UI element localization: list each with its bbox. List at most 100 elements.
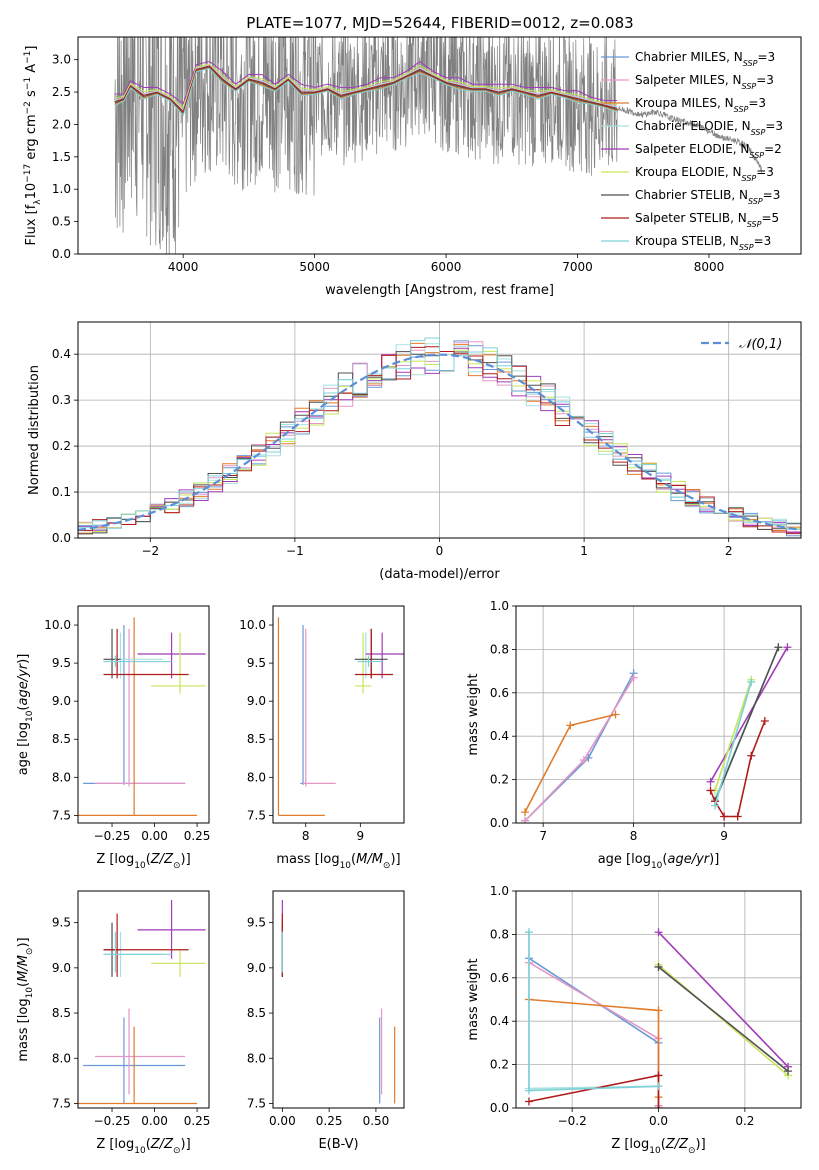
legend-entry: 𝒩(0,1) xyxy=(739,337,782,352)
label-part: 10 xyxy=(649,1146,661,1156)
y-tick-label: 9.5 xyxy=(52,916,71,930)
label-part: M/M xyxy=(356,852,383,867)
weight-line xyxy=(709,646,789,783)
y-tick-label: 0.0 xyxy=(52,531,71,545)
x-tick-label: −0.2 xyxy=(558,1114,587,1128)
label-part: ( xyxy=(16,982,31,987)
y-tick-label: 0.2 xyxy=(52,439,71,453)
legend-text: Kroupa STELIB, N xyxy=(635,234,739,248)
panel-residuals: −2 −1 0 1 2 0.0 0.1 0.2 0.3 0.4 𝒩(0,1) (data-model)… xyxy=(27,321,802,582)
label-part: −2 xyxy=(23,101,33,114)
legend-sub: SSP xyxy=(743,59,758,68)
x-axis-label: mass [log10(M/M⊙)] xyxy=(276,852,400,871)
plot-area xyxy=(516,606,801,823)
y-axis-label: Normed distribution xyxy=(27,365,42,495)
x-axis-label: age [log10(age/yr)] xyxy=(598,852,720,871)
label-part: ⊙ xyxy=(25,948,35,956)
weight-line xyxy=(714,646,780,802)
label-part: ⊙ xyxy=(383,861,391,871)
axes-frame xyxy=(272,890,405,1109)
label-part: ( xyxy=(16,706,31,711)
panel-z-weight: −0.2 0.0 0.2 0.0 0.2 0.4 0.6 0.8 1.0 Z [log10(Z/Z… xyxy=(466,884,802,1156)
panel-ebv-mass: 0.00 0.25 0.50 7.5 8.0 8.5 9.0 9.5 E(B-V) xyxy=(247,890,405,1152)
weight-marker xyxy=(524,928,533,937)
label-part: age [log xyxy=(16,722,31,775)
axes-frame xyxy=(77,321,802,539)
legend-text: Kroupa ELODIE, N xyxy=(635,165,742,179)
x-tick-label: −2 xyxy=(141,544,159,558)
label-part: 10 xyxy=(340,861,352,871)
y-tick-label: 0.4 xyxy=(490,729,509,743)
plot-area xyxy=(78,617,206,816)
y-tick-label: 0.8 xyxy=(490,642,509,656)
weight-marker xyxy=(524,1097,533,1106)
y-tick-label: 1.0 xyxy=(52,182,71,196)
label-part: Z [log xyxy=(96,852,134,867)
x-axis-label: E(B-V) xyxy=(318,1137,358,1152)
legend-entry: Kroupa MILES, NSSP=3 xyxy=(635,96,766,114)
legend-text: Salpeter STELIB, N xyxy=(635,211,747,225)
x-axis-label: Z [log10(Z/Z⊙)] xyxy=(611,1137,705,1156)
weight-line xyxy=(709,720,766,818)
weight-marker xyxy=(747,677,756,686)
weight-marker xyxy=(760,717,769,726)
label-part: )] xyxy=(181,852,191,867)
y-tick-label: 8.5 xyxy=(247,732,266,746)
label-part: Normed distribution xyxy=(27,365,42,495)
legend-sub: SSP xyxy=(742,174,757,183)
legend-tail: =3 xyxy=(763,188,781,202)
weight-marker xyxy=(706,777,715,786)
y-tick-label: 7.5 xyxy=(52,1096,71,1110)
weight-marker xyxy=(784,1067,793,1076)
label-part: Flux [f xyxy=(24,204,39,245)
weight-line xyxy=(528,932,659,1090)
weight-line xyxy=(528,1074,660,1108)
normal-distribution-curve xyxy=(78,353,801,531)
label-part: 10 xyxy=(24,183,39,200)
x-tick-label: 0.25 xyxy=(184,829,211,843)
y-tick-label: 7.5 xyxy=(247,1096,266,1110)
weight-marker xyxy=(611,710,620,719)
weight-marker xyxy=(783,643,792,652)
label-part: 10 xyxy=(25,710,35,722)
label-part: )] xyxy=(390,852,400,867)
legend-text: Chabrier MILES, N xyxy=(635,50,743,64)
weight-marker xyxy=(524,1086,533,1095)
legend-text: Salpeter MILES, N xyxy=(635,73,742,87)
label-part: )] xyxy=(696,1137,706,1152)
legend-tail: =3 xyxy=(754,234,772,248)
label-part: Z/Z xyxy=(665,1137,689,1152)
label-part: M/M xyxy=(16,955,31,982)
model-spectrum-line xyxy=(114,60,618,105)
y-tick-label: 9.5 xyxy=(247,656,266,670)
weight-marker xyxy=(720,812,729,821)
model-spectrum-line xyxy=(114,65,618,113)
y-tick-label: 2.0 xyxy=(52,117,71,131)
weight-line xyxy=(524,677,635,822)
weight-marker xyxy=(774,643,783,652)
axes-frame xyxy=(515,890,802,1109)
label-part: ⊙ xyxy=(688,1146,696,1156)
y-tick-label: 10.0 xyxy=(239,618,266,632)
label-part: age [log xyxy=(598,852,651,867)
panel-z-age: −0.25 0.00 0.257.58.08.59.09.510.0Z [log10… xyxy=(16,605,211,871)
x-tick-label: 0.00 xyxy=(269,1114,296,1128)
axes-frame xyxy=(77,605,210,824)
y-tick-label: 9.0 xyxy=(52,961,71,975)
label-part: 10 xyxy=(134,1146,146,1156)
y-tick-label: 0.2 xyxy=(490,773,509,787)
figure-title: PLATE=1077, MJD=52644, FIBERID=0012, z=0… xyxy=(246,14,633,32)
legend-tail: =3 xyxy=(765,119,783,133)
y-tick-label: 1.0 xyxy=(490,599,509,613)
x-tick-label: 9 xyxy=(720,829,728,843)
legend-entry: Kroupa ELODIE, NSSP=3 xyxy=(635,165,774,183)
y-tick-label: 0.0 xyxy=(490,816,509,830)
axes-frame xyxy=(272,605,405,824)
x-tick-label: 8 xyxy=(302,829,310,843)
panel-z-mass: −0.25 0.00 0.257.58.08.59.09.5Z [log10(Z/Z… xyxy=(16,890,210,1156)
weight-marker xyxy=(706,786,715,795)
label-part: λ xyxy=(33,199,43,205)
x-tick-label: 4000 xyxy=(168,260,199,274)
weight-marker xyxy=(654,1006,663,1015)
